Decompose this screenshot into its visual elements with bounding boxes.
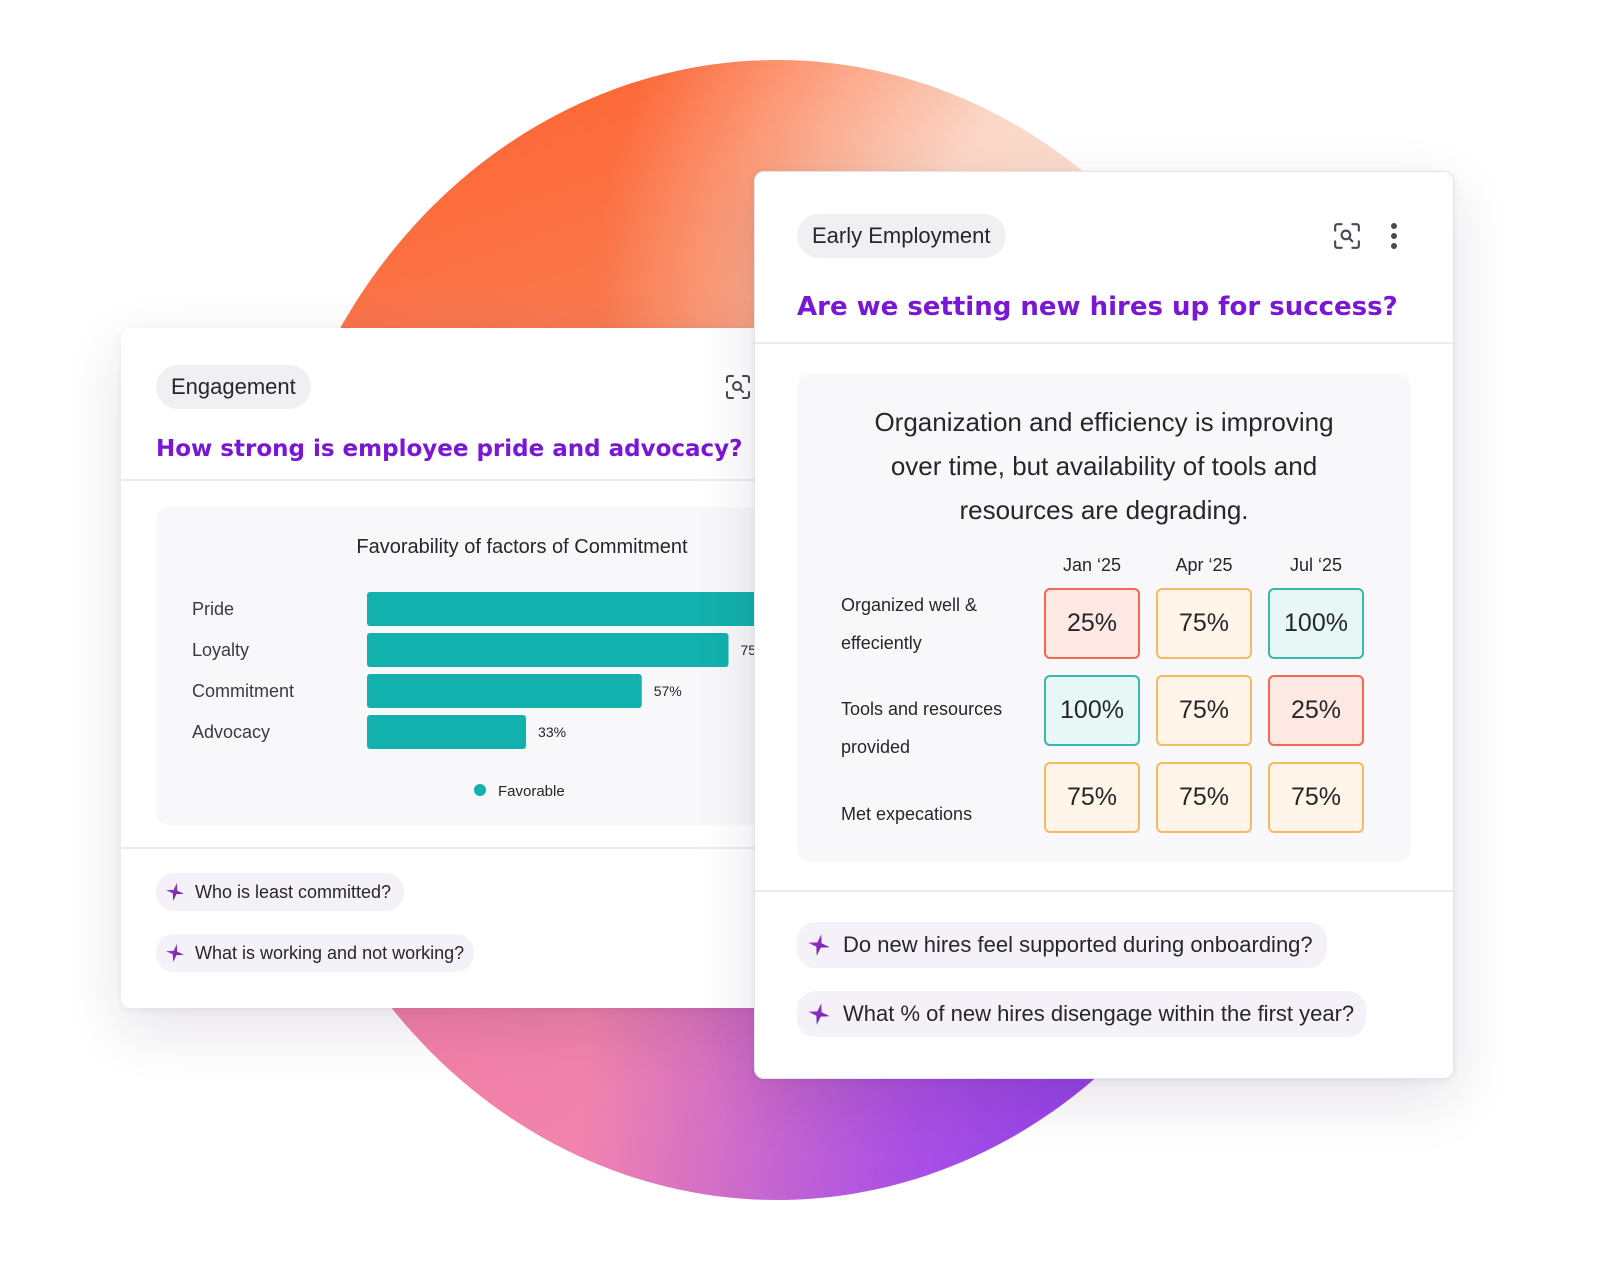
more-vertical-icon[interactable] — [1388, 222, 1400, 250]
header-divider — [755, 342, 1453, 344]
favorability-bar-chart: Favorability of factors of Commitment Pri… — [192, 536, 761, 800]
sparkle-icon — [808, 934, 830, 956]
insight-text: Organization and efficiency is improving… — [797, 400, 1411, 532]
early-employment-card: Early Employment Are we setting new hire… — [754, 171, 1454, 1079]
insight-panel: Organization and efficiency is improving… — [797, 374, 1411, 862]
legend-label: Favorable — [498, 783, 565, 800]
column-header: Jul ‘25 — [1289, 555, 1343, 575]
scan-search-icon[interactable] — [1333, 222, 1361, 250]
category-tag[interactable]: Engagement — [156, 365, 311, 409]
row-label: Tools and resources provided — [841, 690, 1031, 766]
sparkle-icon — [166, 944, 184, 962]
insight-line: over time, but availability of tools and — [890, 451, 1318, 481]
category-tag[interactable]: Early Employment — [797, 214, 1006, 258]
chart-panel: Favorability of factors of Commitment Pri… — [156, 507, 761, 825]
suggestion-chip[interactable]: What is working and not working? — [156, 934, 475, 972]
bar-label: Advocacy — [192, 722, 270, 742]
bar-value-label: 57% — [654, 683, 682, 699]
row-label: Organized well & effeciently — [841, 586, 1031, 662]
footer-divider — [121, 847, 761, 849]
row-label-line: Organized well & — [841, 595, 978, 615]
suggestion-text: What % of new hires disengage within the… — [843, 1001, 1355, 1026]
score-cell: 75% — [1044, 762, 1140, 833]
column-header: Apr ‘25 — [1175, 555, 1233, 575]
legend-dot — [474, 784, 486, 796]
row-label-line: Tools and resources — [841, 699, 1003, 719]
bar-loyalty — [367, 633, 729, 667]
score-cell: 100% — [1044, 675, 1140, 746]
bar-label: Pride — [192, 599, 234, 619]
score-cell: 25% — [1268, 675, 1364, 746]
bar-advocacy — [367, 715, 527, 749]
suggestion-chip[interactable]: What % of new hires disengage within the… — [797, 991, 1367, 1037]
sparkle-icon — [166, 883, 184, 901]
column-header: Jan ‘25 — [1062, 555, 1122, 575]
suggestion-text: Do new hires feel supported during onboa… — [843, 932, 1313, 957]
score-cell: 75% — [1156, 762, 1252, 833]
scan-search-icon[interactable] — [725, 374, 751, 400]
bar-label: Commitment — [192, 681, 294, 701]
row-label-line: effeciently — [841, 633, 922, 653]
score-cell: 100% — [1268, 588, 1364, 659]
bar-commitment — [367, 674, 642, 708]
score-cell: 75% — [1156, 588, 1252, 659]
row-label-line: Met expecations — [841, 804, 973, 824]
engagement-card: Engagement How strong is employee pride … — [121, 328, 761, 1008]
card-question: How strong is employee pride and advocac… — [156, 436, 743, 462]
score-cell: 75% — [1268, 762, 1364, 833]
bar-pride — [367, 592, 761, 626]
row-label-line: provided — [841, 737, 911, 757]
score-cell: 75% — [1156, 675, 1252, 746]
footer-divider — [755, 890, 1453, 892]
suggestion-chip[interactable]: Who is least committed? — [156, 873, 405, 911]
chart-title: Favorability of factors of Commitment — [356, 536, 688, 558]
card-question: Are we setting new hires up for success? — [797, 292, 1398, 322]
suggestion-chip[interactable]: Do new hires feel supported during onboa… — [797, 922, 1327, 968]
bar-label: Loyalty — [192, 640, 249, 660]
header-divider — [121, 479, 761, 481]
sparkle-icon — [808, 1003, 830, 1025]
suggestion-text: What is working and not working? — [195, 942, 465, 963]
row-label: Met expecations — [841, 795, 1031, 833]
insight-line: Organization and efficiency is improving — [874, 407, 1334, 437]
bar-value-label: 33% — [538, 724, 566, 740]
insight-line: resources are degrading. — [959, 495, 1249, 525]
suggestion-text: Who is least committed? — [195, 881, 392, 902]
bar-value-label: 75 — [741, 642, 757, 658]
score-cell: 25% — [1044, 588, 1140, 659]
